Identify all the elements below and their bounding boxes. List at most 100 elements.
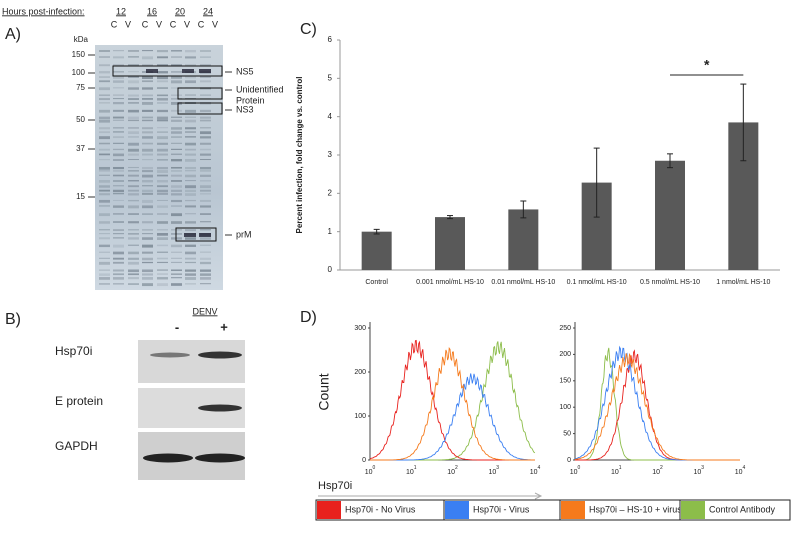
gel-band [200,283,211,285]
gel-band [171,170,182,172]
label: 100 [559,404,571,411]
gel-band [99,233,110,235]
gel-band [171,87,182,89]
gel-band [185,221,196,224]
gel-band [157,261,168,264]
gel-band [200,50,211,52]
gel-band [128,277,139,280]
x-tick-label: 103 [488,465,499,476]
y-tick-label: 5 [328,73,333,82]
gel-band [99,80,110,83]
tick-base: 10 [693,469,701,476]
gel-band [157,94,168,97]
label: - [175,319,179,334]
histogram-curve [574,352,740,461]
tick-exponent: 2 [455,465,458,471]
gel-band [200,56,211,58]
gel-band [142,283,153,287]
gel-band [113,94,124,96]
gel-band [142,98,153,100]
gel-band [128,189,139,192]
gel-band [128,148,139,152]
gel-band [128,221,139,224]
gel-band [200,127,211,129]
label: 15 [76,192,85,201]
gel-band [157,229,168,231]
gel-band [157,102,168,104]
gel-band [113,229,124,232]
gel-band [157,251,168,253]
y-tick-label: 3 [328,150,333,159]
gel-band [113,237,124,239]
gel-band [171,221,182,224]
label: DENV [192,306,217,316]
gel-band [142,273,153,276]
x-tick-label: 1 nmol/mL HS-10 [716,279,770,286]
tick-exponent: 1 [414,465,417,471]
gel-band [142,269,153,273]
gel-band [157,116,168,120]
gel-band [128,56,139,58]
gel-band [157,205,168,208]
gel-band [200,229,211,231]
gel-band [128,283,139,285]
label: Hsp70i [318,480,352,492]
protein-box [177,87,223,100]
gel-band [200,179,211,182]
gel-band [185,277,196,280]
gel-band [157,56,168,59]
gel-band [99,131,110,134]
label: A) [5,26,21,43]
gel-band [99,98,110,101]
gel-band [99,199,110,203]
gel-band [99,166,110,170]
bar [435,217,465,270]
legend-swatch [561,501,585,519]
label: C [170,19,177,29]
gel-band [113,109,124,112]
gel-band [99,237,110,240]
x-tick-label: 0.1 nmol/mL HS-10 [567,279,627,286]
x-arrowhead [534,492,543,500]
gel-band [142,233,153,235]
gel-band [113,213,124,215]
gel-band [142,257,153,261]
gel-band [157,153,168,156]
gel-band [142,102,153,105]
gel-band [171,148,182,150]
gel-band [171,76,182,79]
gel-band [113,244,124,248]
gel-band [142,179,153,183]
histogram-curve [575,349,740,461]
legend-label: Control Antibody [709,504,776,514]
gel-band [200,116,211,119]
gel-band [171,283,182,286]
gel-band [128,98,139,100]
gel-band [157,269,168,271]
label: C [111,19,118,29]
gel-band [113,102,124,105]
gel-band [128,142,139,146]
legend-label: Hsp70i - No Virus [345,504,416,514]
label: 37 [76,144,85,153]
gel-band [185,142,196,146]
gel-band [171,179,182,182]
gel-band [99,119,110,123]
gel-band [99,109,110,113]
gel-band [128,102,139,104]
gel-band [142,221,153,224]
label: 12 [116,6,126,16]
gel-band [157,98,168,101]
label: NS5 [236,66,254,76]
gel-band [128,71,139,73]
gel-band [142,148,153,152]
gel-band [99,189,110,192]
gel-band [200,148,211,151]
gel-band [128,109,139,113]
label: 150 [559,378,571,385]
tick-exponent: 1 [619,465,622,471]
label: GAPDH [55,439,98,453]
band [143,453,193,463]
gel-band [171,269,182,272]
label: 20 [175,6,185,16]
